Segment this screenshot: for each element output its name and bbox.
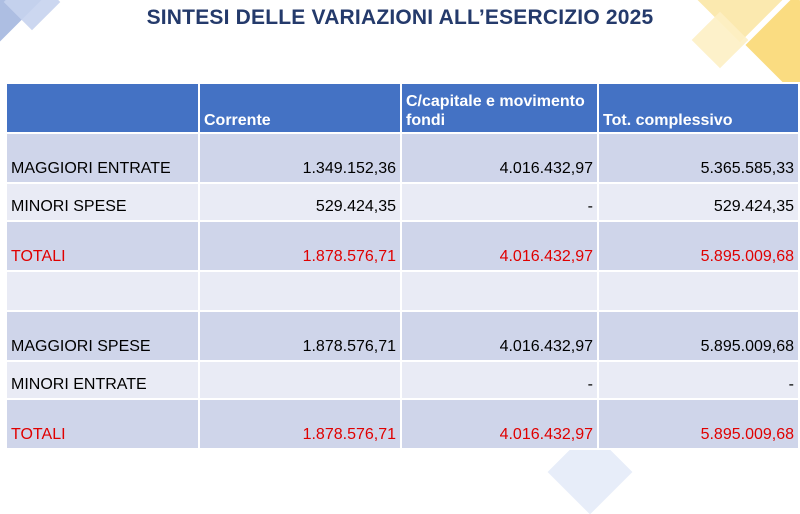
header-capitale: C/capitale e movimento fondi <box>400 82 599 134</box>
row-label: MINORI SPESE <box>5 182 200 222</box>
cell-corrente <box>198 270 402 312</box>
row-label <box>5 270 200 312</box>
cell-corrente: 1.878.576,71 <box>198 220 402 272</box>
cell-totale: 5.895.009,68 <box>597 310 800 362</box>
cell-corrente <box>198 360 402 400</box>
table-row-total: TOTALI 1.878.576,71 4.016.432,97 5.895.0… <box>5 220 800 272</box>
cell-totale <box>597 270 800 312</box>
cell-capitale: 4.016.432,97 <box>400 310 599 362</box>
cell-totale: 529.424,35 <box>597 182 800 222</box>
header-corrente: Corrente <box>198 82 402 134</box>
cell-totale: 5.895.009,68 <box>597 220 800 272</box>
header-label <box>5 82 200 134</box>
table-row-spacer <box>5 270 800 312</box>
cell-totale: 5.365.585,33 <box>597 132 800 184</box>
cell-corrente: 1.878.576,71 <box>198 398 402 450</box>
cell-totale: 5.895.009,68 <box>597 398 800 450</box>
table-header-row: Corrente C/capitale e movimento fondi To… <box>5 82 800 134</box>
row-label: MAGGIORI ENTRATE <box>5 132 200 184</box>
row-label: TOTALI <box>5 220 200 272</box>
cell-totale: - <box>597 360 800 400</box>
row-label: MAGGIORI SPESE <box>5 310 200 362</box>
page-title: SINTESI DELLE VARIAZIONI ALL’ESERCIZIO 2… <box>146 6 654 29</box>
cell-capitale: 4.016.432,97 <box>400 220 599 272</box>
cell-corrente: 1.878.576,71 <box>198 310 402 362</box>
row-label: TOTALI <box>5 398 200 450</box>
row-label: MINORI ENTRATE <box>5 360 200 400</box>
variations-summary-table: Corrente C/capitale e movimento fondi To… <box>5 82 800 450</box>
cell-capitale <box>400 270 599 312</box>
table-row: MAGGIORI SPESE 1.878.576,71 4.016.432,97… <box>5 310 800 362</box>
table-row: MAGGIORI ENTRATE 1.349.152,36 4.016.432,… <box>5 132 800 184</box>
cell-corrente: 1.349.152,36 <box>198 132 402 184</box>
table-row: MINORI SPESE 529.424,35 - 529.424,35 <box>5 182 800 222</box>
cell-capitale: 4.016.432,97 <box>400 398 599 450</box>
cell-corrente: 529.424,35 <box>198 182 402 222</box>
cell-capitale: - <box>400 182 599 222</box>
table-row-total: TOTALI 1.878.576,71 4.016.432,97 5.895.0… <box>5 398 800 450</box>
header-totale: Tot. complessivo <box>597 82 800 134</box>
cell-capitale: - <box>400 360 599 400</box>
cell-capitale: 4.016.432,97 <box>400 132 599 184</box>
table-row: MINORI ENTRATE - - <box>5 360 800 400</box>
